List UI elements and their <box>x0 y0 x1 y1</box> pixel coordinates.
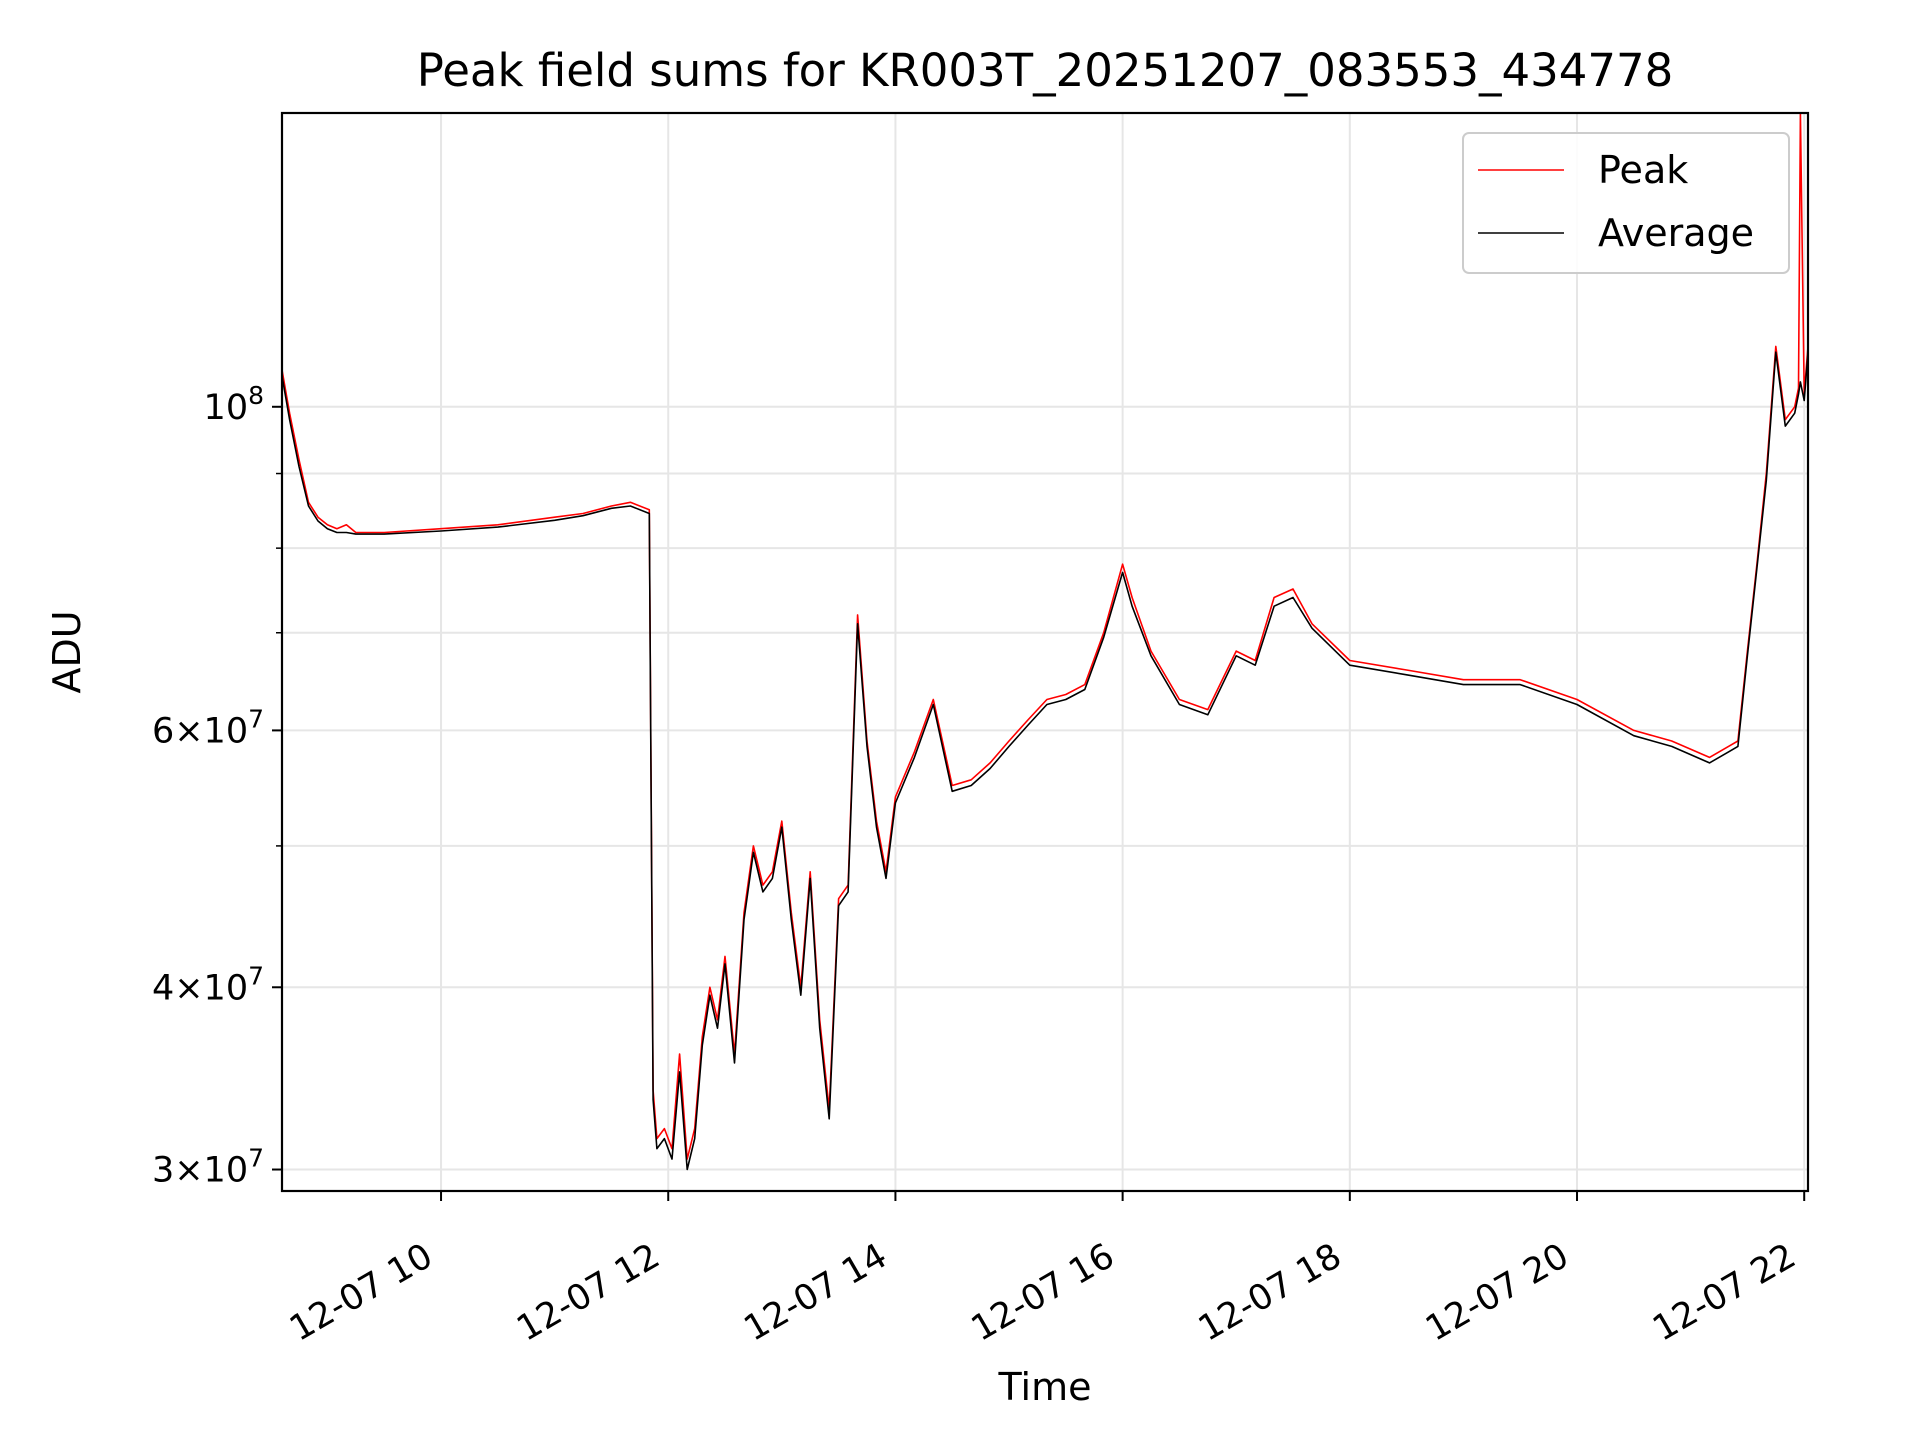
y-tick-label: 108 <box>204 381 264 428</box>
y-tick-label: 3×107 <box>152 1144 264 1191</box>
series-lines <box>281 112 1809 1171</box>
legend-box <box>1462 132 1790 274</box>
chart-title: Peak field sums for KR003T_20251207_0835… <box>417 44 1674 97</box>
grid <box>282 113 1808 1191</box>
x-axis-label: Time <box>998 1365 1092 1409</box>
y-tick-label: 6×107 <box>152 704 264 751</box>
y-axis-label: ADU <box>45 610 89 693</box>
legend: Peak Average <box>1462 132 1790 274</box>
y-tick-label: 4×107 <box>152 961 264 1008</box>
legend-label-average: Average <box>1598 211 1754 255</box>
legend-label-peak: Peak <box>1598 148 1688 192</box>
series-line-average <box>281 351 1809 1171</box>
plot-frame <box>280 111 1810 1193</box>
